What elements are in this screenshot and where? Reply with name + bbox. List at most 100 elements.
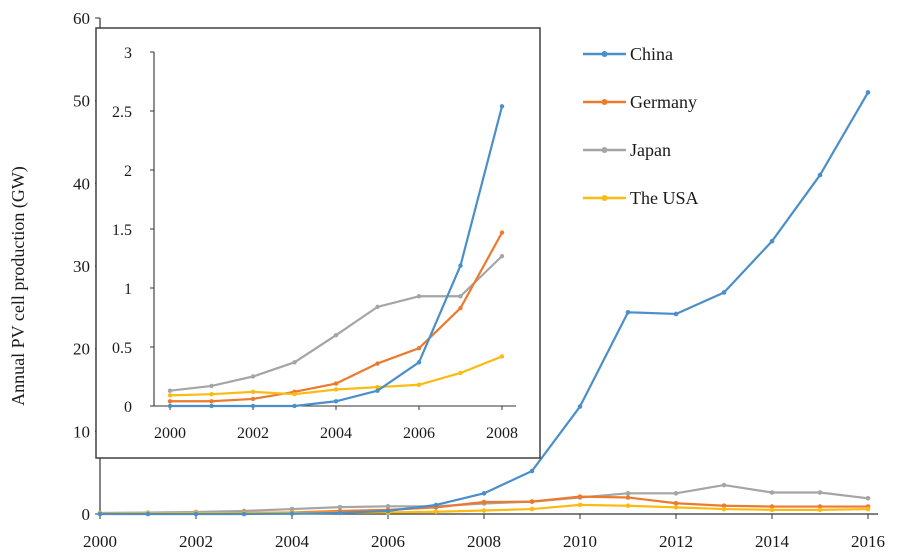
inset-y-tick-label: 0.5 bbox=[112, 340, 132, 357]
x-tick-label: 2012 bbox=[659, 532, 693, 551]
inset-data-point bbox=[333, 399, 339, 404]
legend-label-the-usa: The USA bbox=[630, 188, 699, 208]
inset-y-tick-label: 2.5 bbox=[112, 104, 132, 121]
inset-y-tick-label: 1.5 bbox=[112, 222, 132, 239]
main-data-point bbox=[721, 482, 727, 488]
inset-data-point bbox=[499, 253, 505, 259]
main-data-point bbox=[529, 506, 535, 512]
inset-data-point bbox=[375, 384, 380, 390]
inset-x-tick-label: 2002 bbox=[237, 425, 269, 442]
main-data-point bbox=[625, 491, 631, 496]
main-data-point bbox=[769, 504, 775, 509]
legend-swatch-marker bbox=[601, 147, 608, 153]
main-data-point bbox=[97, 511, 103, 517]
inset-series-china bbox=[167, 104, 505, 409]
inset-data-point bbox=[458, 294, 463, 299]
main-data-point bbox=[817, 490, 823, 495]
main-data-point bbox=[577, 494, 583, 499]
main-data-point bbox=[385, 504, 391, 509]
main-data-point bbox=[481, 491, 487, 496]
main-data-point bbox=[625, 309, 631, 315]
inset-frame bbox=[95, 27, 541, 459]
y-axis-title: Annual PV cell production (GW) bbox=[8, 166, 29, 406]
main-data-point bbox=[577, 404, 583, 409]
main-data-point bbox=[625, 495, 631, 500]
y-tick-label: 50 bbox=[73, 92, 90, 111]
main-data-point bbox=[145, 511, 151, 517]
main-data-point bbox=[529, 499, 535, 504]
x-tick-label: 2004 bbox=[275, 532, 310, 551]
main-data-point bbox=[337, 510, 343, 516]
inset-data-point bbox=[250, 403, 256, 409]
y-tick-label: 10 bbox=[73, 422, 90, 441]
inset-data-point bbox=[209, 403, 214, 409]
inset-x-tick-label: 2000 bbox=[154, 425, 186, 442]
main-data-point bbox=[673, 500, 679, 506]
legend-label-japan: Japan bbox=[630, 140, 671, 160]
x-tick-label: 2000 bbox=[83, 532, 117, 551]
main-data-point bbox=[865, 506, 871, 512]
y-tick-label: 0 bbox=[82, 505, 91, 524]
main-data-point bbox=[193, 511, 199, 517]
inset-data-point bbox=[416, 345, 422, 351]
inset-data-point bbox=[458, 263, 463, 268]
inset-y-tick-label: 1 bbox=[124, 281, 132, 298]
x-tick-label: 2002 bbox=[179, 532, 213, 551]
main-series-china bbox=[97, 90, 871, 517]
main-data-point bbox=[241, 511, 247, 517]
inset-data-point bbox=[292, 360, 297, 365]
inset-data-point bbox=[333, 387, 339, 392]
inset-data-point bbox=[292, 392, 297, 397]
inset-data-point bbox=[375, 304, 380, 310]
main-data-point bbox=[433, 502, 439, 508]
x-tick-label: 2010 bbox=[563, 532, 597, 551]
inset-data-point bbox=[167, 393, 173, 398]
inset-data-point bbox=[250, 396, 256, 402]
inset-x-tick-label: 2004 bbox=[320, 425, 352, 442]
main-data-point bbox=[721, 503, 727, 509]
main-data-point bbox=[817, 507, 823, 513]
inset-data-point bbox=[167, 388, 173, 393]
x-tick-label: 2008 bbox=[467, 532, 501, 551]
main-data-point bbox=[721, 290, 727, 295]
inset-data-point bbox=[416, 382, 422, 387]
inset-series-germany bbox=[167, 230, 505, 404]
x-tick-label: 2014 bbox=[755, 532, 790, 551]
main-data-point bbox=[865, 495, 871, 501]
y-tick-label: 20 bbox=[73, 340, 90, 359]
inset-data-point bbox=[333, 381, 339, 386]
legend-label-china: China bbox=[630, 44, 673, 64]
inset-data-point bbox=[416, 294, 422, 299]
y-tick-label: 60 bbox=[73, 9, 90, 28]
inset-y-tick-label: 3 bbox=[124, 45, 132, 62]
legend-swatch-marker bbox=[601, 195, 608, 201]
main-data-point bbox=[769, 507, 775, 513]
inset-series-the-usa bbox=[167, 354, 505, 398]
inset-data-point bbox=[375, 361, 380, 366]
inset-data-point bbox=[250, 374, 256, 379]
inset-data-point bbox=[209, 383, 214, 389]
main-data-point bbox=[721, 506, 727, 512]
main-data-point bbox=[817, 504, 823, 509]
main-data-point bbox=[385, 508, 391, 514]
main-data-point bbox=[289, 511, 295, 516]
main-data-point bbox=[577, 502, 583, 508]
main-data-point bbox=[673, 505, 679, 510]
inset-data-point bbox=[458, 370, 463, 376]
main-data-point bbox=[481, 508, 487, 513]
inset-data-point bbox=[167, 399, 173, 404]
inset-data-point bbox=[209, 399, 214, 404]
inset-data-point bbox=[499, 104, 505, 109]
main-data-point bbox=[337, 504, 343, 510]
y-tick-label: 30 bbox=[73, 257, 90, 276]
main-data-point bbox=[769, 238, 775, 244]
inset-data-point bbox=[375, 388, 380, 393]
inset-data-point bbox=[458, 305, 463, 311]
inset-x-tick-label: 2006 bbox=[403, 425, 435, 442]
main-data-point bbox=[817, 172, 823, 178]
inset-y-tick-label: 2 bbox=[124, 163, 132, 180]
x-tick-label: 2016 bbox=[851, 532, 885, 551]
inset-data-point bbox=[292, 403, 297, 409]
